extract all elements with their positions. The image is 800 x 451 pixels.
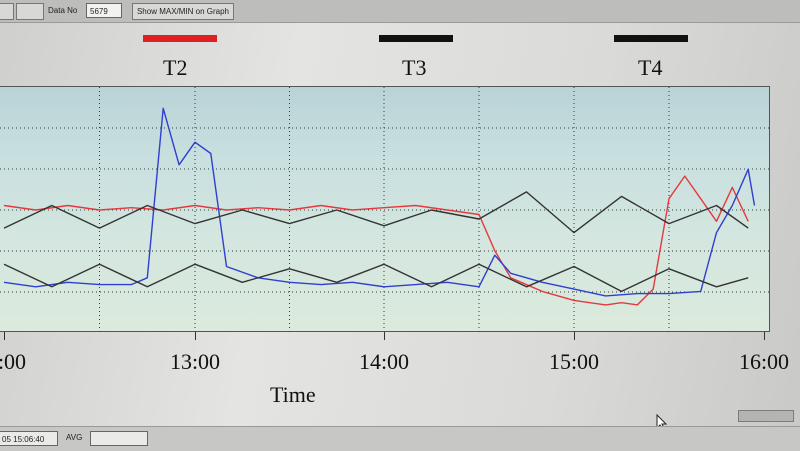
legend-label-t2: T2 [163,55,188,80]
data-no-label: Data No [48,6,78,15]
toolbar: Data No 5679 Show MAX/MIN on Graph [0,0,800,23]
x-tick-mark [384,332,385,340]
x-tick-mark [4,332,5,340]
legend-label-t3: T3 [402,55,427,80]
legend-swatch-t3 [379,35,453,42]
legend-swatch-t4 [614,35,688,42]
toolbar-button-second[interactable] [16,3,44,20]
series-line-1 [3,107,756,297]
x-tick-mark [764,332,765,340]
data-no-input[interactable]: 5679 [86,3,122,18]
avg-field [90,431,148,446]
series-line-2 [3,191,749,234]
x-tick-mark [195,332,196,340]
x-tick-mark [574,332,575,340]
datetime-field: 05 15:06:40 [0,431,58,446]
plot-area [0,86,770,333]
x-axis-title: Time [270,382,316,407]
x-tick-label: 15:00 [548,349,600,374]
status-bar: 05 15:06:40 AVG [0,426,800,451]
x-tick-label: 14:00 [358,349,410,374]
toolbar-button-left[interactable] [0,3,14,20]
x-tick-label: 13:00 [169,349,221,374]
x-tick-label: 16:00 [738,349,790,374]
legend-label-t4: T4 [638,55,663,80]
series-line-3 [3,263,749,293]
avg-label: AVG [66,433,83,442]
show-maxmin-button[interactable]: Show MAX/MIN on Graph [132,3,234,20]
legend-swatch-t2 [143,35,217,42]
horizontal-scrollbar-thumb[interactable] [738,410,794,422]
line-chart [0,87,770,333]
x-tick-label: :00 [0,349,27,374]
